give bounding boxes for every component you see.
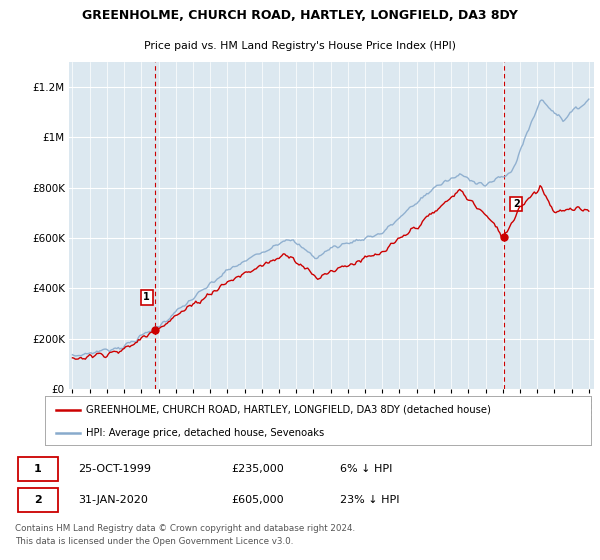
Text: Price paid vs. HM Land Registry's House Price Index (HPI): Price paid vs. HM Land Registry's House … bbox=[144, 41, 456, 51]
Text: Contains HM Land Registry data © Crown copyright and database right 2024.
This d: Contains HM Land Registry data © Crown c… bbox=[15, 524, 355, 546]
Text: 2: 2 bbox=[513, 199, 520, 209]
Text: £605,000: £605,000 bbox=[231, 495, 284, 505]
FancyBboxPatch shape bbox=[18, 488, 58, 512]
FancyBboxPatch shape bbox=[18, 458, 58, 480]
Text: HPI: Average price, detached house, Sevenoaks: HPI: Average price, detached house, Seve… bbox=[86, 428, 324, 438]
Text: 6% ↓ HPI: 6% ↓ HPI bbox=[340, 464, 392, 474]
Text: 23% ↓ HPI: 23% ↓ HPI bbox=[340, 495, 400, 505]
Text: 1: 1 bbox=[143, 292, 150, 302]
Text: 1: 1 bbox=[34, 464, 42, 474]
Text: GREENHOLME, CHURCH ROAD, HARTLEY, LONGFIELD, DA3 8DY: GREENHOLME, CHURCH ROAD, HARTLEY, LONGFI… bbox=[82, 9, 518, 22]
Text: GREENHOLME, CHURCH ROAD, HARTLEY, LONGFIELD, DA3 8DY (detached house): GREENHOLME, CHURCH ROAD, HARTLEY, LONGFI… bbox=[86, 405, 491, 415]
Text: 25-OCT-1999: 25-OCT-1999 bbox=[78, 464, 151, 474]
Text: 31-JAN-2020: 31-JAN-2020 bbox=[78, 495, 148, 505]
Text: 2: 2 bbox=[34, 495, 42, 505]
Text: £235,000: £235,000 bbox=[231, 464, 284, 474]
